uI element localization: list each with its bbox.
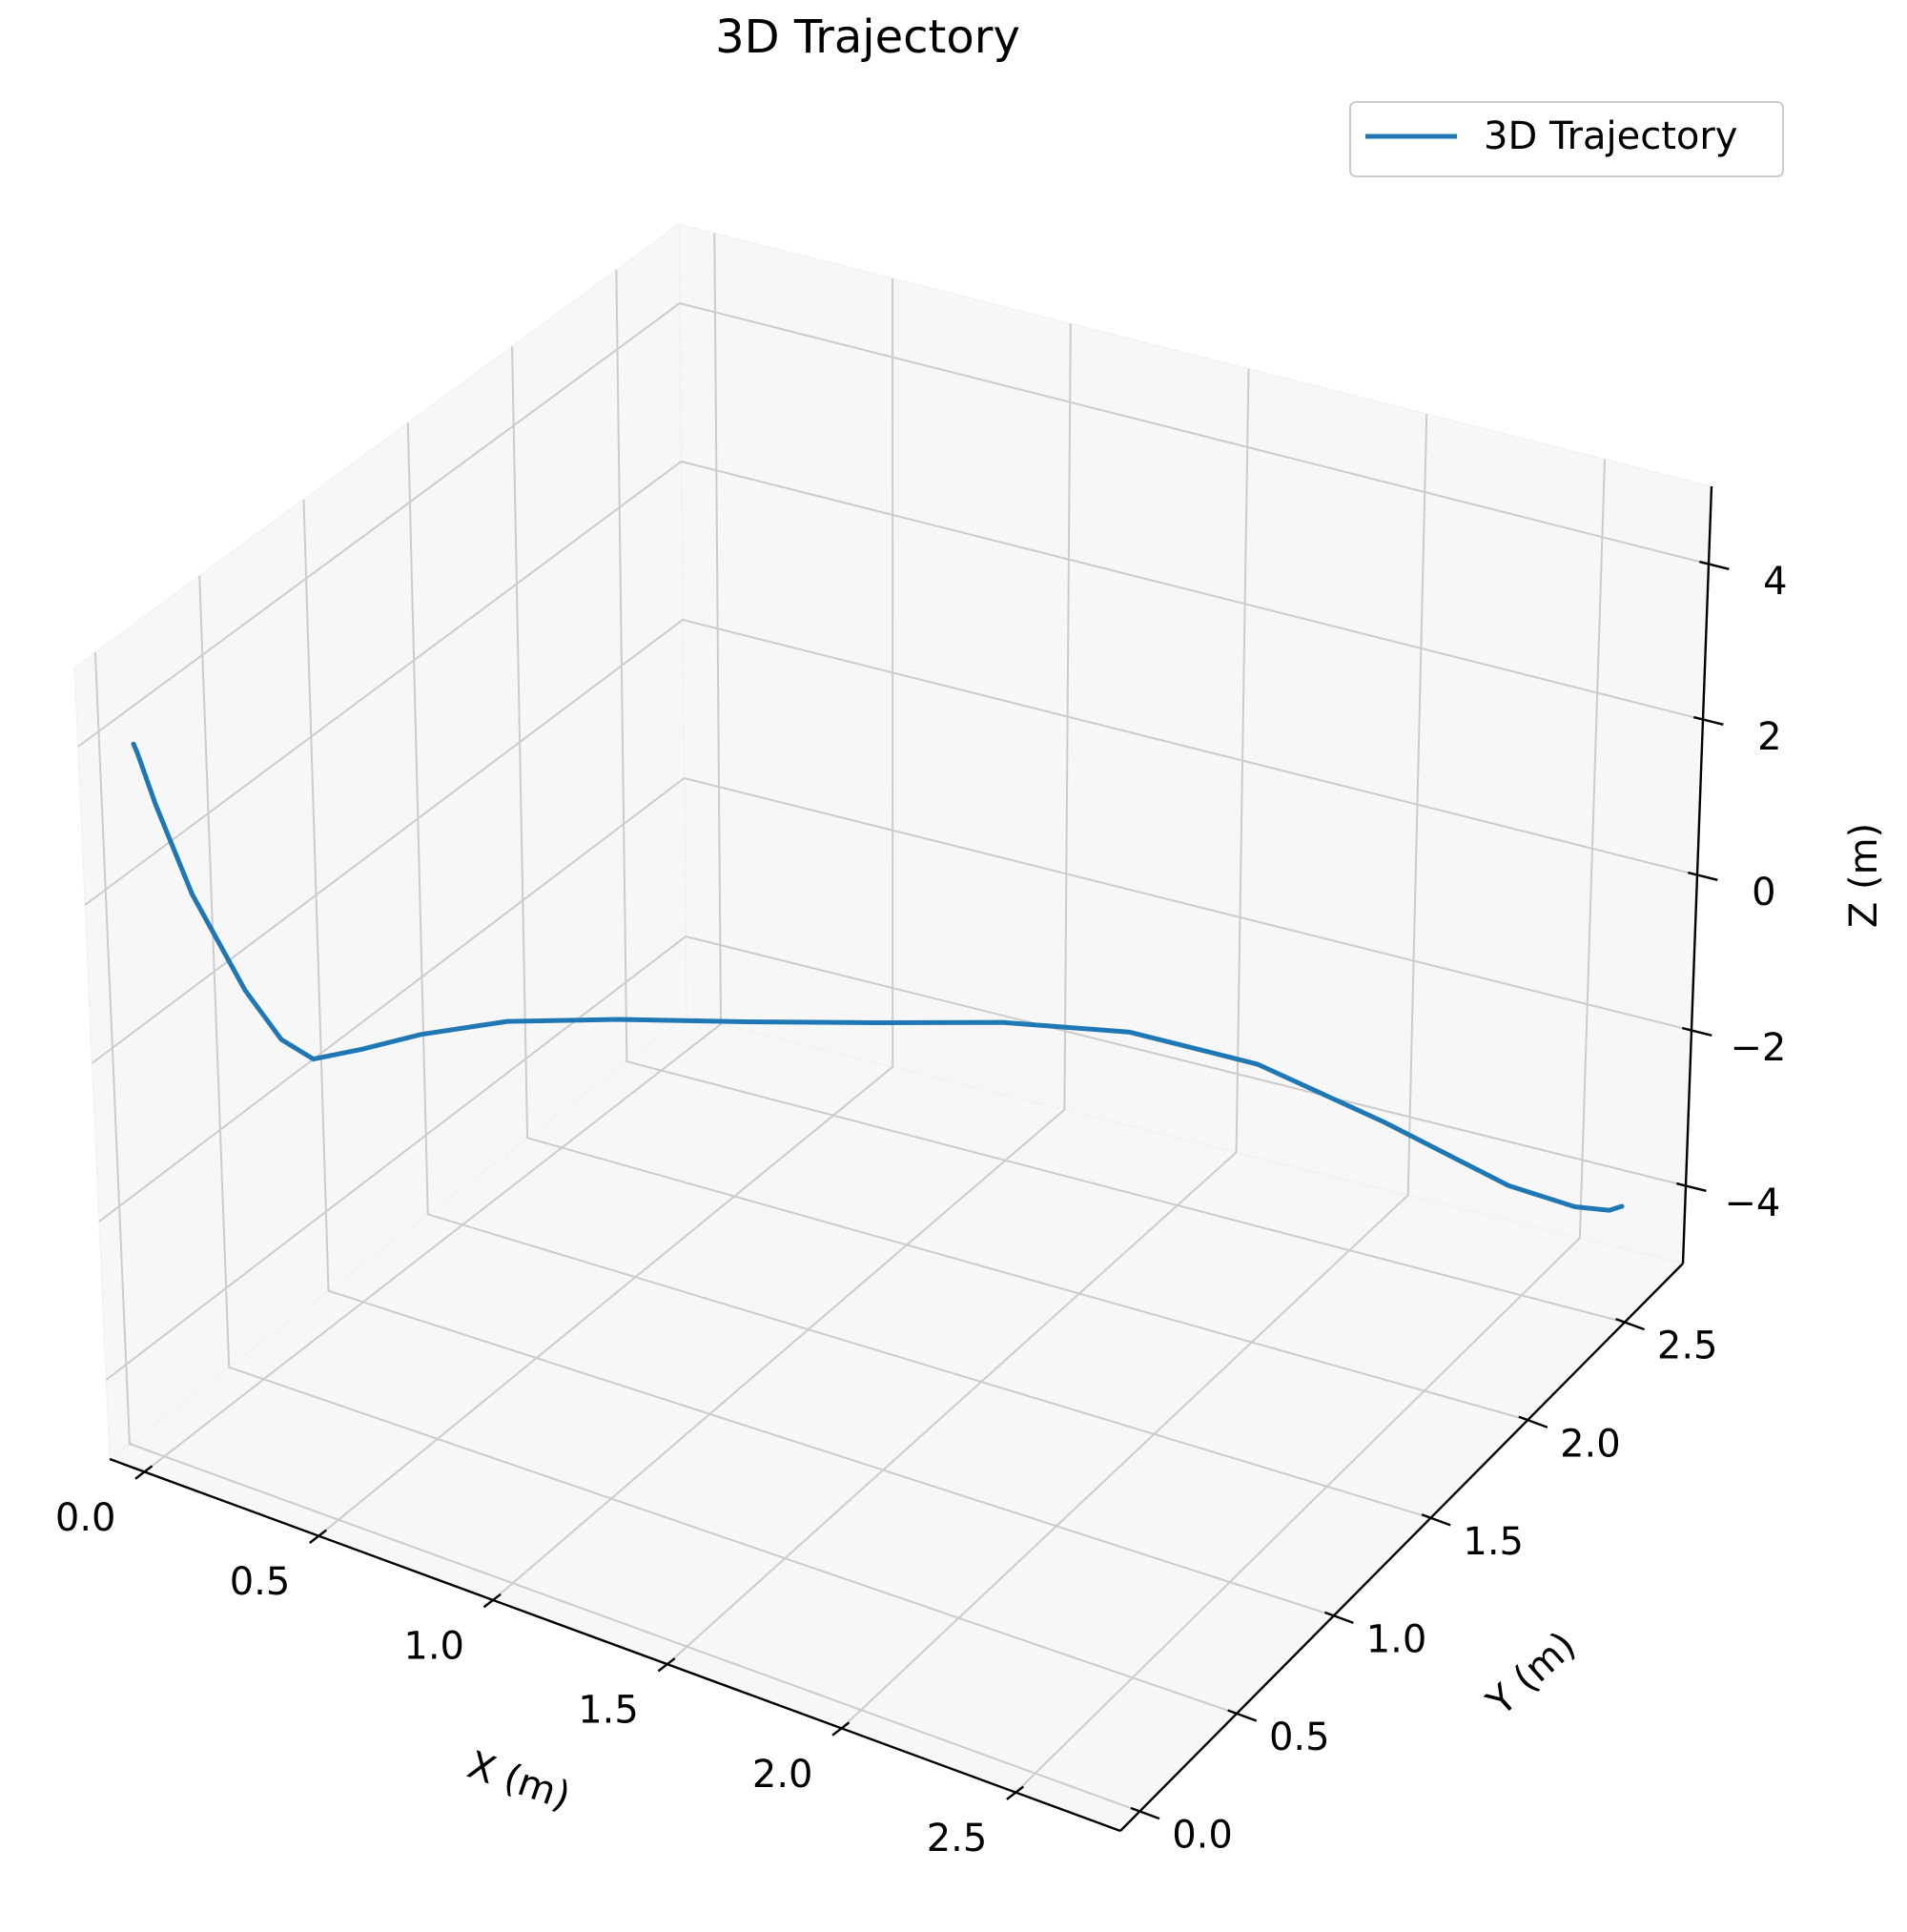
x-gridline bbox=[143, 233, 723, 1473]
y-gridline bbox=[93, 651, 1140, 1813]
x-gridline bbox=[492, 323, 1072, 1601]
legend-box bbox=[1349, 101, 1784, 177]
y-tick bbox=[1615, 1317, 1646, 1331]
z-tick bbox=[1682, 1026, 1712, 1037]
y-tick bbox=[1227, 1709, 1258, 1722]
y-gridline bbox=[302, 499, 1335, 1617]
legend-label: 3D Trajectory bbox=[1484, 114, 1737, 158]
x-tick bbox=[309, 1529, 327, 1544]
z-tick-label: 0 bbox=[1752, 871, 1775, 915]
z-tick bbox=[1699, 560, 1730, 570]
y-gridline bbox=[615, 270, 1626, 1324]
y-tick bbox=[1421, 1513, 1451, 1527]
y-tick bbox=[1518, 1415, 1548, 1428]
x-gridline bbox=[318, 277, 894, 1537]
chart-title: 3D Trajectory bbox=[715, 10, 1020, 64]
y-gridline bbox=[511, 346, 1528, 1422]
z-tick bbox=[1676, 1182, 1707, 1192]
y-tick bbox=[1130, 1806, 1160, 1820]
x-gridline bbox=[840, 414, 1428, 1730]
z-gridline bbox=[98, 776, 1692, 1223]
z-tick-label: 2 bbox=[1757, 715, 1781, 759]
z-tick bbox=[1688, 871, 1718, 881]
y-tick-label: 0.0 bbox=[1172, 1814, 1233, 1858]
x-tick-label: 0.0 bbox=[55, 1496, 116, 1540]
x-tick-label: 1.5 bbox=[578, 1689, 639, 1733]
y-axis-label: Y (m) bbox=[1478, 1623, 1584, 1725]
x-tick-label: 0.5 bbox=[230, 1560, 291, 1604]
z-axis-label: Z (m) bbox=[1842, 823, 1886, 928]
y-tick bbox=[1323, 1611, 1354, 1625]
y-gridline bbox=[198, 575, 1238, 1715]
z-tick bbox=[1693, 715, 1724, 726]
x-axis-line bbox=[109, 1457, 1121, 1833]
x-axis-label: X (m) bbox=[462, 1743, 576, 1819]
series-layer bbox=[131, 741, 1625, 1213]
z-tick-label: −2 bbox=[1730, 1026, 1786, 1070]
x-tick bbox=[482, 1593, 502, 1609]
x-gridline bbox=[666, 368, 1250, 1665]
x-tick bbox=[657, 1657, 676, 1673]
x-tick-label: 2.5 bbox=[927, 1817, 988, 1860]
z-gridline bbox=[84, 460, 1704, 906]
x-gridline bbox=[1015, 459, 1606, 1794]
z-tick-label: −4 bbox=[1724, 1182, 1780, 1225]
z-gridline bbox=[77, 301, 1710, 748]
y-tick-label: 0.5 bbox=[1269, 1716, 1330, 1759]
x-tick-label: 1.0 bbox=[403, 1625, 464, 1669]
z-gridline bbox=[91, 618, 1698, 1064]
y-axis-line bbox=[1119, 1263, 1684, 1832]
y-tick-label: 1.5 bbox=[1463, 1520, 1524, 1564]
z-gridline bbox=[105, 935, 1687, 1381]
x-tick-label: 2.0 bbox=[752, 1753, 813, 1797]
y-tick-label: 2.0 bbox=[1560, 1422, 1621, 1466]
axes-panes bbox=[73, 223, 1712, 1832]
side-pane bbox=[73, 223, 687, 1460]
gridlines bbox=[77, 233, 1710, 1813]
x-tick bbox=[134, 1465, 154, 1480]
x-tick bbox=[831, 1721, 851, 1737]
axis-ticks: 0.0 0.5 1.0 1.5 2.0 2.5 0.0 0.5 1.0 1.5 2.0 2.5 4 2 0 −… bbox=[55, 560, 1788, 1860]
z-tick-label: 4 bbox=[1763, 560, 1787, 604]
x-tick bbox=[1006, 1785, 1025, 1800]
legend: 3D Trajectory bbox=[1349, 101, 1784, 177]
y-gridline bbox=[406, 422, 1431, 1519]
y-tick-label: 2.5 bbox=[1657, 1325, 1718, 1368]
series-line bbox=[131, 741, 1625, 1213]
y-tick-label: 1.0 bbox=[1366, 1618, 1427, 1662]
